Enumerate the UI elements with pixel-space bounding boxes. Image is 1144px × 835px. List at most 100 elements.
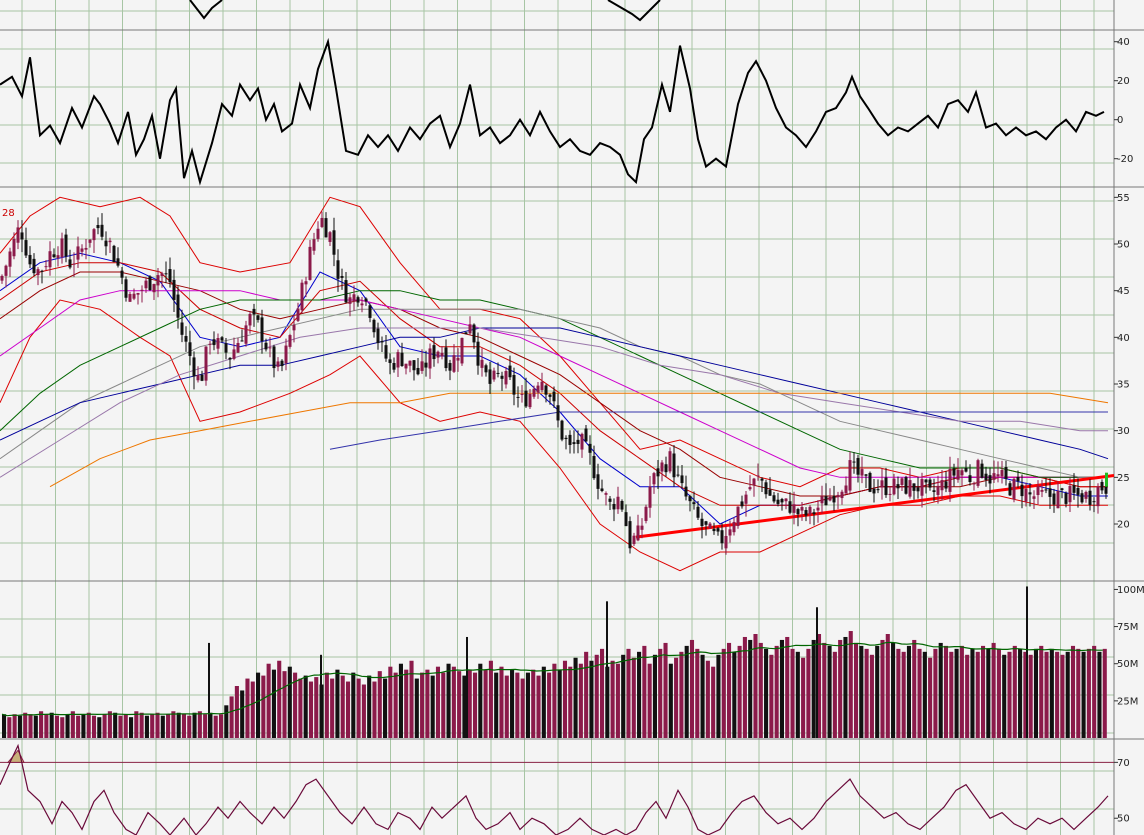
candle-body (449, 363, 452, 371)
candle-body (1057, 491, 1060, 508)
candle-body (121, 271, 124, 278)
volume-spike (816, 607, 818, 738)
volume-bar (346, 682, 350, 738)
candle-body (945, 481, 948, 488)
volume-bar (1103, 649, 1107, 738)
volume-bar (870, 655, 874, 738)
candle-body (885, 478, 888, 495)
volume-bar (510, 670, 514, 738)
volume-bar (764, 649, 768, 738)
volume-bar (833, 652, 837, 738)
candle-body (445, 348, 448, 369)
volume-bar (50, 713, 54, 738)
volume-bar (251, 682, 255, 738)
candle-body (545, 385, 548, 394)
candle-body (849, 460, 852, 490)
volume-bar (711, 667, 715, 738)
candle-body (889, 494, 892, 495)
candle-body (597, 474, 600, 489)
candle-body (289, 335, 292, 347)
volume-bar (611, 661, 615, 738)
volume-bar (653, 655, 657, 738)
candle-body (505, 371, 508, 384)
candle-body (97, 225, 100, 228)
candle-body (105, 241, 108, 247)
candle-body (177, 295, 180, 318)
candle-body (537, 386, 540, 393)
volume-bar (732, 652, 736, 738)
volume-bar (753, 634, 757, 738)
volume-bar (267, 664, 271, 738)
y-tick-label: 100M (1117, 585, 1144, 596)
candle-body (725, 536, 728, 548)
volume-bar (155, 713, 159, 738)
candle-body (417, 368, 420, 374)
candle-body (937, 486, 940, 495)
volume-bar (690, 640, 694, 738)
candle-body (397, 352, 400, 367)
volume-bar (277, 661, 281, 738)
candle-body (93, 229, 96, 240)
volume-bar (632, 658, 636, 738)
candle-body (717, 528, 720, 531)
candle-body (77, 246, 80, 259)
volume-bar (193, 713, 197, 738)
volume-bar (383, 679, 387, 738)
volume-bar (473, 673, 477, 738)
volume-bar (976, 652, 980, 738)
volume-bar (66, 714, 70, 738)
volume-bar (997, 649, 1001, 738)
candle-body (813, 512, 816, 514)
volume-bar (351, 673, 355, 738)
candle-body (817, 508, 820, 511)
candle-body (1061, 488, 1064, 490)
volume-bar (679, 652, 683, 738)
candle-body (149, 276, 152, 290)
candle-body (769, 490, 772, 496)
volume-bar (118, 716, 122, 738)
candle-body (493, 371, 496, 380)
candle-body (193, 357, 196, 376)
candle-body (665, 464, 668, 472)
volume-bar (425, 670, 429, 738)
candle-body (1105, 486, 1108, 494)
candle-body (405, 364, 408, 369)
volume-bar (171, 711, 175, 738)
volume-bar (13, 714, 17, 738)
y-tick-label: 55 (1117, 193, 1130, 204)
candle-body (829, 497, 832, 501)
stock-chart: 28 40200-205550454035302520100M75M50M25M… (0, 0, 1144, 835)
volume-bar (23, 713, 27, 738)
candle-body (1, 276, 4, 281)
volume-bar (955, 649, 959, 738)
candle-body (433, 345, 436, 359)
volume-bar (1002, 655, 1006, 738)
volume-bar (314, 677, 318, 738)
volume-spike (320, 655, 322, 738)
candle-body (981, 464, 984, 478)
candle-body (1041, 490, 1044, 492)
candle-body (393, 363, 396, 370)
candle-body (785, 499, 788, 502)
volume-bar (796, 652, 800, 738)
candle-body (737, 507, 740, 526)
candle-body (997, 474, 1000, 476)
candle-body (757, 476, 760, 477)
volume-bar (1055, 652, 1059, 738)
candle-body (201, 375, 204, 381)
candle-body (861, 469, 864, 475)
volume-bar (394, 673, 398, 738)
candle-body (297, 308, 300, 320)
candle-body (1089, 491, 1092, 505)
candle-body (441, 353, 444, 356)
candle-body (113, 246, 116, 262)
volume-bar (436, 667, 440, 738)
candle-body (961, 470, 964, 475)
volume-bar (547, 673, 551, 738)
candle-body (269, 347, 272, 348)
candle-body (129, 294, 132, 302)
candle-body (249, 314, 252, 326)
candle-body (165, 273, 168, 274)
volume-bar (621, 655, 625, 738)
candle-body (721, 530, 724, 543)
